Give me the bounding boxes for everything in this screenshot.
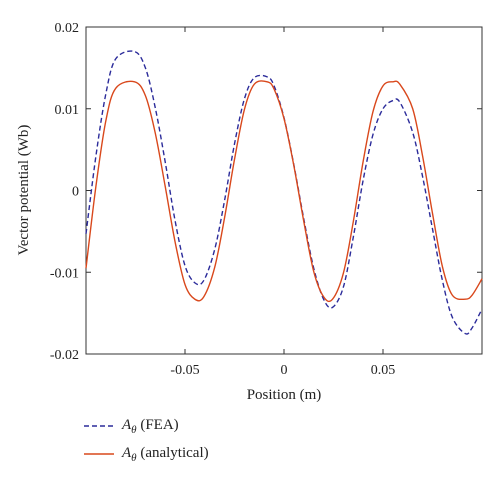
y-tick-label: 0 <box>72 185 79 200</box>
x-tick-label: 0 <box>281 363 288 378</box>
plot-frame <box>85 26 483 355</box>
legend-suffix: (analytical) <box>140 444 209 461</box>
legend-label-analytical: Aθ (analytical) <box>122 445 209 464</box>
legend-suffix: (FEA) <box>140 416 179 433</box>
y-tick-label: 0.02 <box>55 21 80 36</box>
series-line-fea <box>85 50 483 335</box>
series-line-analytical <box>85 80 483 303</box>
y-tick-label: 0.01 <box>55 103 80 118</box>
legend: Aθ (FEA) Aθ (analytical) <box>84 412 209 468</box>
x-tick-label: -0.05 <box>170 363 199 378</box>
series-layer <box>85 50 483 335</box>
y-tick-label: -0.02 <box>50 348 79 363</box>
legend-subscript: θ <box>131 423 137 436</box>
x-tick-label: 0.05 <box>371 363 396 378</box>
legend-label-fea: Aθ (FEA) <box>122 417 179 436</box>
legend-item-fea: Aθ (FEA) <box>84 412 209 440</box>
legend-symbol: A <box>122 444 132 461</box>
legend-swatch-fea <box>84 425 114 427</box>
y-axis-title: Vector potential (Wb) <box>16 125 32 256</box>
legend-symbol: A <box>122 416 132 433</box>
legend-swatch-analytical <box>84 453 114 455</box>
axis-ticks: -0.02 -0.01 0 0.01 0.02 -0.05 0 0.05 <box>50 21 482 378</box>
x-axis-title: Position (m) <box>247 387 322 403</box>
legend-subscript: θ <box>131 451 137 464</box>
legend-item-analytical: Aθ (analytical) <box>84 440 209 468</box>
y-tick-label: -0.01 <box>50 266 79 281</box>
